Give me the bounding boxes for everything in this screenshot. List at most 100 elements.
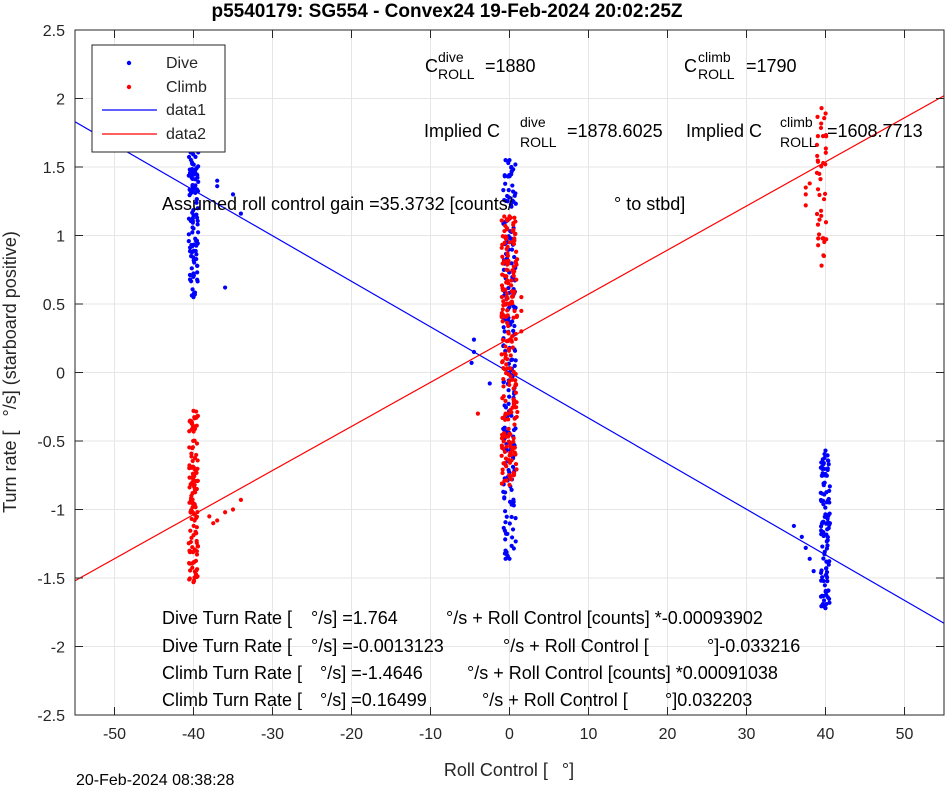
climb-point (500, 307, 505, 312)
climb-point (817, 192, 822, 198)
y-tick-label: -1 (51, 503, 65, 520)
dive-point (502, 403, 507, 408)
x-tick-label: 20 (659, 726, 677, 743)
climb-point (505, 320, 510, 326)
climb-point (505, 296, 510, 301)
climb-point (499, 294, 504, 300)
climb-point (815, 158, 820, 163)
dive-point (190, 225, 195, 230)
dive-point (509, 165, 514, 170)
climb-point (512, 232, 518, 237)
dive-point (511, 546, 516, 551)
dive-point (506, 188, 511, 193)
dive-point (820, 575, 825, 580)
climb-point (509, 299, 514, 304)
svg-text:=1608.7713: =1608.7713 (827, 121, 923, 141)
climb-point (511, 315, 516, 320)
dive-point (238, 211, 243, 216)
climb-point (512, 416, 517, 421)
climb-point (194, 552, 200, 557)
dive-point (471, 349, 477, 355)
climb-point (194, 415, 199, 420)
dive-point (821, 533, 826, 539)
svg-text:Assumed roll control gain =35.: Assumed roll control gain =35.3732 [coun… (162, 194, 513, 214)
dive-point (502, 174, 507, 179)
climb-point (514, 467, 519, 472)
dive-point (504, 514, 509, 519)
dive-point (502, 329, 507, 334)
dive-point (194, 239, 199, 244)
x-tick-label: 30 (738, 726, 756, 743)
climb-point (821, 197, 827, 202)
dive-point (512, 193, 517, 198)
dive-point (503, 181, 508, 186)
climb-point (514, 314, 519, 319)
legend-label-climb: Climb (166, 79, 207, 96)
climb-point (504, 444, 509, 449)
dive-point (509, 261, 514, 266)
climb-point (499, 283, 505, 288)
climb-point (500, 272, 505, 277)
fit-equation-4: Climb Turn Rate [ °/s] =0.16499 °/s + Ro… (162, 690, 752, 710)
y-tick-label: 1.5 (43, 160, 65, 177)
dive-point (195, 206, 200, 211)
climb-point (194, 470, 199, 475)
dive-point (215, 178, 220, 183)
svg-text:Climb Turn Rate [: Climb Turn Rate [ (162, 663, 302, 683)
dive-point (215, 184, 220, 189)
dive-point (824, 546, 830, 551)
climb-point (511, 273, 516, 279)
gain-annotation: Assumed roll control gain =35.3732 [coun… (162, 194, 685, 214)
dive-point (512, 348, 518, 353)
dive-point (503, 556, 508, 561)
climb-point (190, 545, 195, 550)
climb-point (814, 211, 820, 217)
fit-equation-1: Dive Turn Rate [ °/s] =1.764 °/s + Roll … (162, 608, 763, 628)
dive-point (513, 162, 518, 167)
climb-point (195, 478, 200, 483)
dive-point (818, 497, 824, 503)
dive-point (501, 325, 506, 330)
climb-point (819, 213, 824, 218)
climb-point (501, 384, 506, 389)
climb-point (501, 446, 506, 451)
dive-point (511, 304, 516, 309)
dive-point (195, 230, 201, 235)
fit-equation-2: Dive Turn Rate [ °/s] =-0.0013123 °/s + … (162, 636, 800, 656)
dive-point (507, 158, 512, 163)
climb-point (191, 560, 197, 565)
dive-point (825, 579, 830, 584)
y-tick-label: 0.5 (43, 297, 65, 314)
climb-point (190, 446, 195, 451)
dive-point (192, 260, 197, 265)
dive-point (513, 426, 518, 431)
dive-point (193, 248, 198, 254)
climb-point (499, 453, 504, 458)
y-axis-label: Turn rate [°/s] (starboard positive) (0, 231, 20, 513)
climb-point (511, 397, 516, 402)
svg-text:dive: dive (520, 114, 546, 130)
climb-point (504, 478, 509, 483)
climb-point (815, 187, 821, 192)
climb-point (195, 544, 200, 549)
dive-point (825, 467, 830, 473)
dive-point (503, 548, 508, 553)
svg-text:climb: climb (780, 114, 813, 130)
climb-point (187, 561, 192, 566)
dive-point (825, 595, 830, 600)
svg-text:°/s + Roll Control [counts] *0: °/s + Roll Control [counts] *0.00091038 (467, 663, 778, 683)
climb-point (803, 185, 808, 190)
climb-point (507, 431, 512, 436)
svg-text:Dive Turn Rate [: Dive Turn Rate [ (162, 636, 292, 656)
dive-point (186, 232, 191, 237)
timestamp: 20-Feb-2024 08:38:28 (76, 772, 235, 789)
legend-label-data1: data1 (166, 102, 206, 119)
climb-point (508, 374, 513, 379)
legend-marker-climb (126, 84, 132, 90)
climb-point (504, 274, 509, 279)
dive-point (506, 401, 511, 407)
y-tick-label: -0.5 (37, 434, 65, 451)
climb-point (814, 170, 820, 175)
dive-point (506, 467, 511, 473)
